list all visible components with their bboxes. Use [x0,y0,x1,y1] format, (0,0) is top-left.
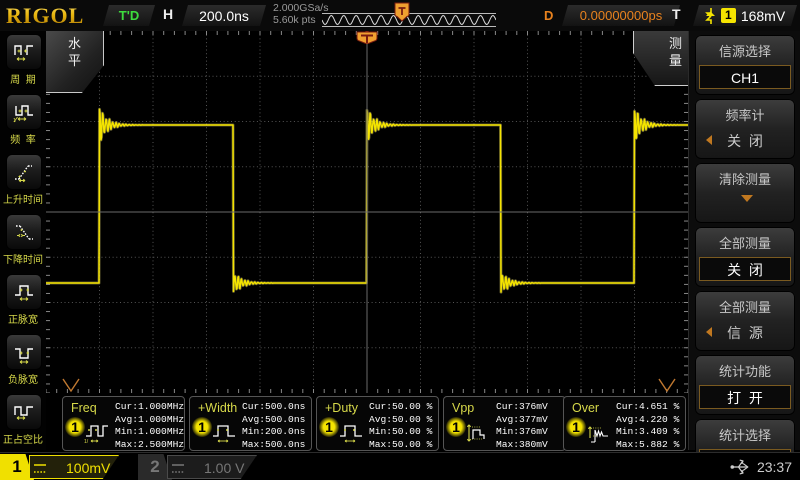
svg-text:1/: 1/ [84,439,89,445]
